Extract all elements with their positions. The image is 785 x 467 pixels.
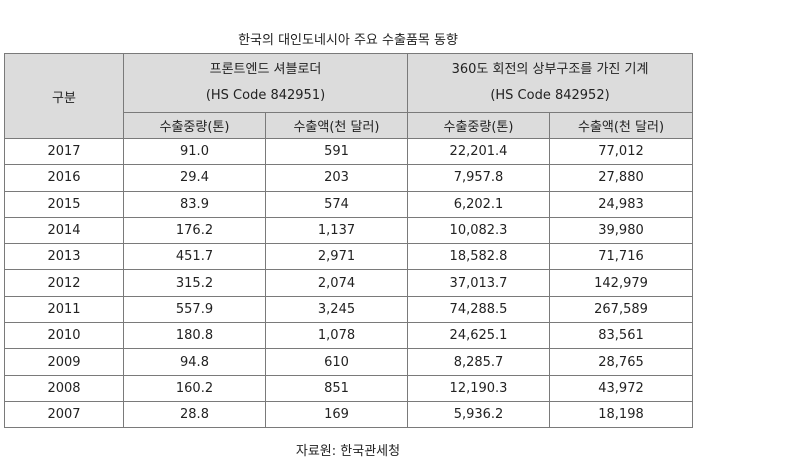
- year-cell: 2013: [4, 243, 124, 271]
- weight-cell-1: 160.2: [123, 374, 266, 402]
- value-cell-1: 851: [265, 374, 408, 402]
- table-body: 2017 91.0 591 22,201.4 77,012 2016 29.4 203 7,95…: [4, 137, 694, 429]
- value-cell-1: 1,078: [265, 322, 408, 350]
- weight-cell-2: 7,957.8: [407, 164, 550, 192]
- weight-cell-1: 557.9: [123, 295, 266, 324]
- header-row-groups: 구분 프론트엔드 셔블로더 (HS Code 842951) 360도 회전의 …: [4, 53, 694, 139]
- weight-cell-1: 180.8: [123, 322, 266, 350]
- weight-cell-1: 451.7: [123, 243, 266, 271]
- table-row: 2010 180.8 1,078 24,625.1 83,561: [4, 322, 694, 350]
- header-sub-value-1: 수출액(천 달러): [265, 112, 408, 139]
- weight-cell-1: 315.2: [123, 269, 266, 297]
- value-cell-2: 27,880: [548, 164, 694, 192]
- header-group-360-rotating-machine: 360도 회전의 상부구조를 가진 기계 (HS Code 842952): [406, 53, 694, 113]
- table-row: 2015 83.9 574 6,202.1 24,983: [4, 190, 694, 218]
- weight-cell-1: 28.8: [123, 400, 266, 429]
- value-cell-1: 610: [265, 348, 408, 376]
- weight-cell-1: 83.9: [123, 190, 266, 218]
- weight-cell-1: 94.8: [123, 348, 266, 376]
- header-sub-value-2: 수출액(천 달러): [548, 112, 694, 139]
- header-row-sub: 수출중량(톤) 수출액(천 달러) 수출중량(톤) 수출액(천 달러): [5, 112, 694, 139]
- header-sub-weight-1: 수출중량(톤): [123, 112, 266, 139]
- value-cell-2: 77,012: [548, 137, 694, 166]
- weight-cell-2: 5,936.2: [407, 400, 550, 429]
- value-cell-2: 18,198: [548, 400, 694, 429]
- year-cell: 2010: [4, 322, 124, 350]
- value-cell-1: 2,074: [265, 269, 408, 297]
- group2-hs-code: (HS Code 842952): [490, 88, 610, 103]
- value-cell-2: 142,979: [548, 269, 694, 297]
- year-cell: 2016: [4, 164, 124, 192]
- table-row: 2009 94.8 610 8,285.7 28,765: [4, 348, 694, 376]
- table-row: 2008 160.2 851 12,190.3 43,972: [4, 374, 694, 402]
- weight-cell-2: 8,285.7: [407, 348, 550, 376]
- header-group-front-end-shovel-loader: 프론트엔드 셔블로더 (HS Code 842951): [123, 53, 408, 113]
- value-cell-2: 267,589: [548, 295, 694, 324]
- weight-cell-1: 176.2: [123, 216, 266, 245]
- year-cell: 2009: [4, 348, 124, 376]
- value-cell-2: 28,765: [548, 348, 694, 376]
- weight-cell-1: 29.4: [123, 164, 266, 192]
- year-cell: 2015: [4, 190, 124, 218]
- year-cell: 2008: [4, 374, 124, 402]
- year-cell: 2017: [4, 137, 124, 166]
- export-table: 구분 프론트엔드 셔블로더 (HS Code 842951) 360도 회전의 …: [4, 53, 694, 429]
- value-cell-2: 39,980: [548, 216, 694, 245]
- value-cell-2: 43,972: [548, 374, 694, 402]
- table-row: 2013 451.7 2,971 18,582.8 71,716: [4, 243, 694, 271]
- value-cell-1: 591: [265, 137, 408, 166]
- value-cell-1: 2,971: [265, 243, 408, 271]
- table-row: 2011 557.9 3,245 74,288.5 267,589: [4, 295, 694, 324]
- value-cell-1: 3,245: [265, 295, 408, 324]
- source-note: 자료원: 한국관세청: [295, 444, 401, 459]
- group1-hs-code: (HS Code 842951): [205, 88, 326, 103]
- header-sub-weight-2: 수출중량(톤): [407, 112, 550, 139]
- table-row: 2012 315.2 2,074 37,013.7 142,979: [4, 269, 694, 297]
- header-category: 구분: [4, 53, 124, 139]
- value-cell-1: 203: [265, 164, 408, 192]
- year-cell: 2007: [4, 400, 124, 429]
- table-header: 구분 프론트엔드 셔블로더 (HS Code 842951) 360도 회전의 …: [4, 53, 694, 139]
- value-cell-2: 71,716: [548, 243, 694, 271]
- value-cell-1: 574: [265, 190, 408, 218]
- value-cell-2: 83,561: [548, 322, 694, 350]
- weight-cell-2: 10,082.3: [407, 216, 550, 245]
- year-cell: 2014: [4, 216, 124, 245]
- table-row: 2017 91.0 591 22,201.4 77,012: [4, 137, 694, 166]
- weight-cell-2: 18,582.8: [407, 243, 550, 271]
- table-row: 2016 29.4 203 7,957.8 27,880: [4, 164, 694, 192]
- weight-cell-1: 91.0: [123, 137, 266, 166]
- table-row: 2007 28.8 169 5,936.2 18,198: [4, 400, 694, 429]
- value-cell-1: 169: [265, 400, 408, 429]
- year-cell: 2011: [4, 295, 124, 324]
- value-cell-1: 1,137: [265, 216, 408, 245]
- table-title: 한국의 대인도네시아 주요 수출품목 동향: [238, 33, 458, 48]
- weight-cell-2: 22,201.4: [407, 137, 550, 166]
- table-row: 2014 176.2 1,137 10,082.3 39,980: [4, 216, 694, 245]
- group2-name: 360도 회전의 상부구조를 가진 기계: [451, 62, 649, 77]
- weight-cell-2: 6,202.1: [407, 190, 550, 218]
- weight-cell-2: 24,625.1: [407, 322, 550, 350]
- weight-cell-2: 12,190.3: [407, 374, 550, 402]
- value-cell-2: 24,983: [548, 190, 694, 218]
- weight-cell-2: 74,288.5: [407, 295, 550, 324]
- weight-cell-2: 37,013.7: [407, 269, 550, 297]
- group1-name: 프론트엔드 셔블로더: [209, 62, 322, 77]
- year-cell: 2012: [4, 269, 124, 297]
